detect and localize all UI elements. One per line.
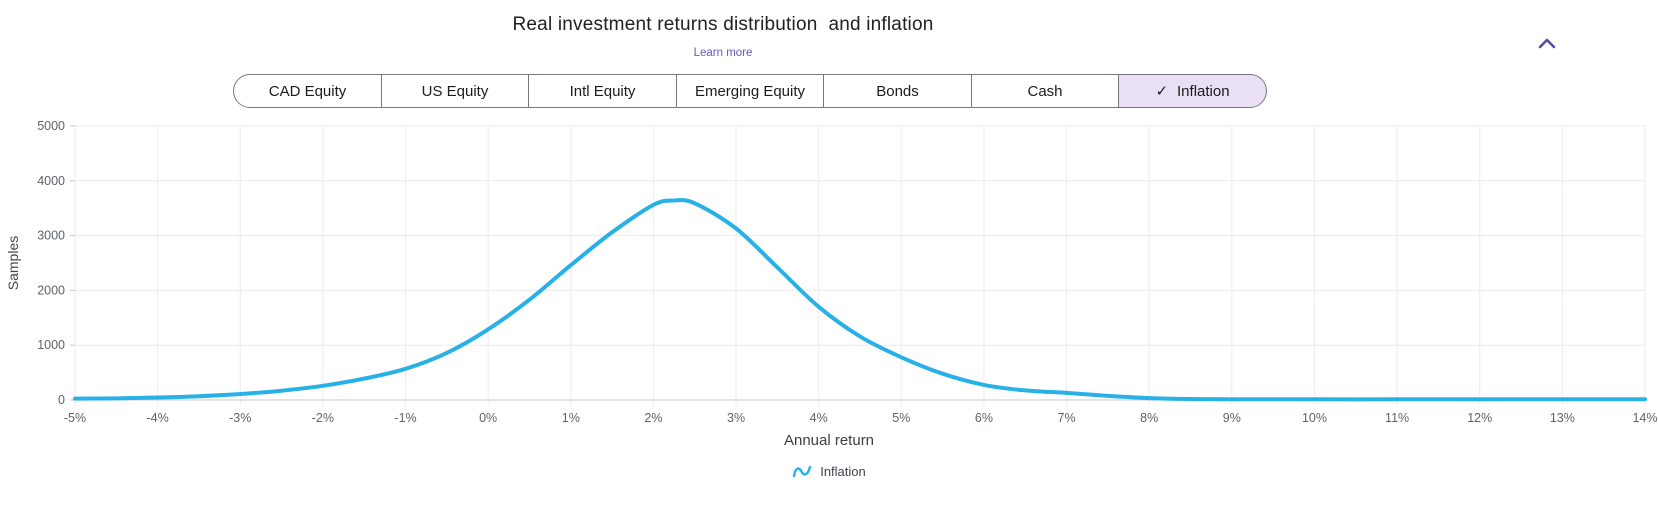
svg-text:11%: 11%: [1385, 411, 1409, 425]
svg-text:0%: 0%: [479, 411, 497, 425]
tab-emerging-equity[interactable]: Emerging Equity: [675, 74, 825, 108]
y-axis-title: Samples: [5, 236, 21, 290]
svg-text:10%: 10%: [1302, 411, 1327, 425]
inflation-curve: [73, 198, 1647, 402]
tab-inflation[interactable]: ✓ Inflation: [1118, 74, 1267, 108]
svg-text:12%: 12%: [1467, 411, 1492, 425]
wave-icon: [793, 465, 812, 478]
tab-label: Intl Equity: [569, 82, 636, 100]
svg-text:5000: 5000: [37, 119, 65, 133]
legend-label: Inflation: [820, 463, 866, 479]
asset-class-tabs: CAD Equity US Equity Intl Equity Emerging E…: [0, 74, 1500, 108]
svg-text:9%: 9%: [1223, 411, 1241, 425]
svg-text:4%: 4%: [810, 411, 828, 425]
tab-label: Cash: [1027, 82, 1063, 100]
svg-text:0: 0: [58, 393, 65, 407]
svg-text:8%: 8%: [1140, 411, 1158, 425]
x-axis-title: Annual return: [783, 432, 875, 449]
page-title: Real investment returns distribution and…: [512, 14, 934, 35]
collapse-button[interactable]: [1533, 32, 1561, 56]
svg-text:-3%: -3%: [229, 411, 251, 425]
chevron-up-icon: [1538, 38, 1556, 48]
check-icon: ✓: [1155, 83, 1169, 100]
svg-text:6%: 6%: [975, 411, 993, 425]
svg-text:3000: 3000: [37, 229, 65, 243]
tab-cad-equity[interactable]: CAD Equity: [233, 74, 382, 108]
tab-label: Inflation: [1177, 82, 1230, 100]
svg-text:1%: 1%: [562, 411, 580, 425]
svg-text:7%: 7%: [1058, 411, 1076, 425]
svg-text:-4%: -4%: [147, 411, 169, 425]
tab-intl-equity[interactable]: Intl Equity: [528, 74, 677, 108]
tab-label: US Equity: [421, 82, 489, 100]
svg-text:13%: 13%: [1550, 411, 1575, 425]
svg-text:14%: 14%: [1632, 411, 1657, 425]
chart-legend[interactable]: Inflation: [0, 463, 1658, 479]
svg-text:2000: 2000: [37, 283, 65, 297]
svg-text:-1%: -1%: [394, 411, 416, 425]
svg-text:5%: 5%: [892, 411, 910, 425]
svg-text:4000: 4000: [37, 174, 65, 188]
svg-text:3%: 3%: [727, 411, 745, 425]
chart-svg: -5% -4% -3% -2% -1% 0% 1% 2% 3% 4% 5% 6% 7% 8% 9% 10% 11…: [5, 119, 1658, 425]
chart-header: Real investment returns distribution and…: [0, 0, 1446, 59]
svg-text:-2%: -2%: [312, 411, 334, 425]
tab-label: Emerging Equity: [694, 82, 806, 100]
learn-more-link[interactable]: Learn more: [693, 47, 753, 59]
svg-text:1000: 1000: [37, 338, 65, 352]
tab-us-equity[interactable]: US Equity: [380, 74, 530, 108]
tab-label: Bonds: [876, 82, 919, 100]
tab-cash[interactable]: Cash: [970, 74, 1120, 108]
tab-bonds[interactable]: Bonds: [823, 74, 972, 108]
returns-distribution-chart: -5% -4% -3% -2% -1% 0% 1% 2% 3% 4% 5% 6% 7% 8% 9% 10% 11…: [0, 118, 1658, 428]
svg-text:2%: 2%: [644, 411, 662, 425]
tab-label: CAD Equity: [268, 82, 347, 100]
svg-text:-5%: -5%: [64, 411, 86, 425]
